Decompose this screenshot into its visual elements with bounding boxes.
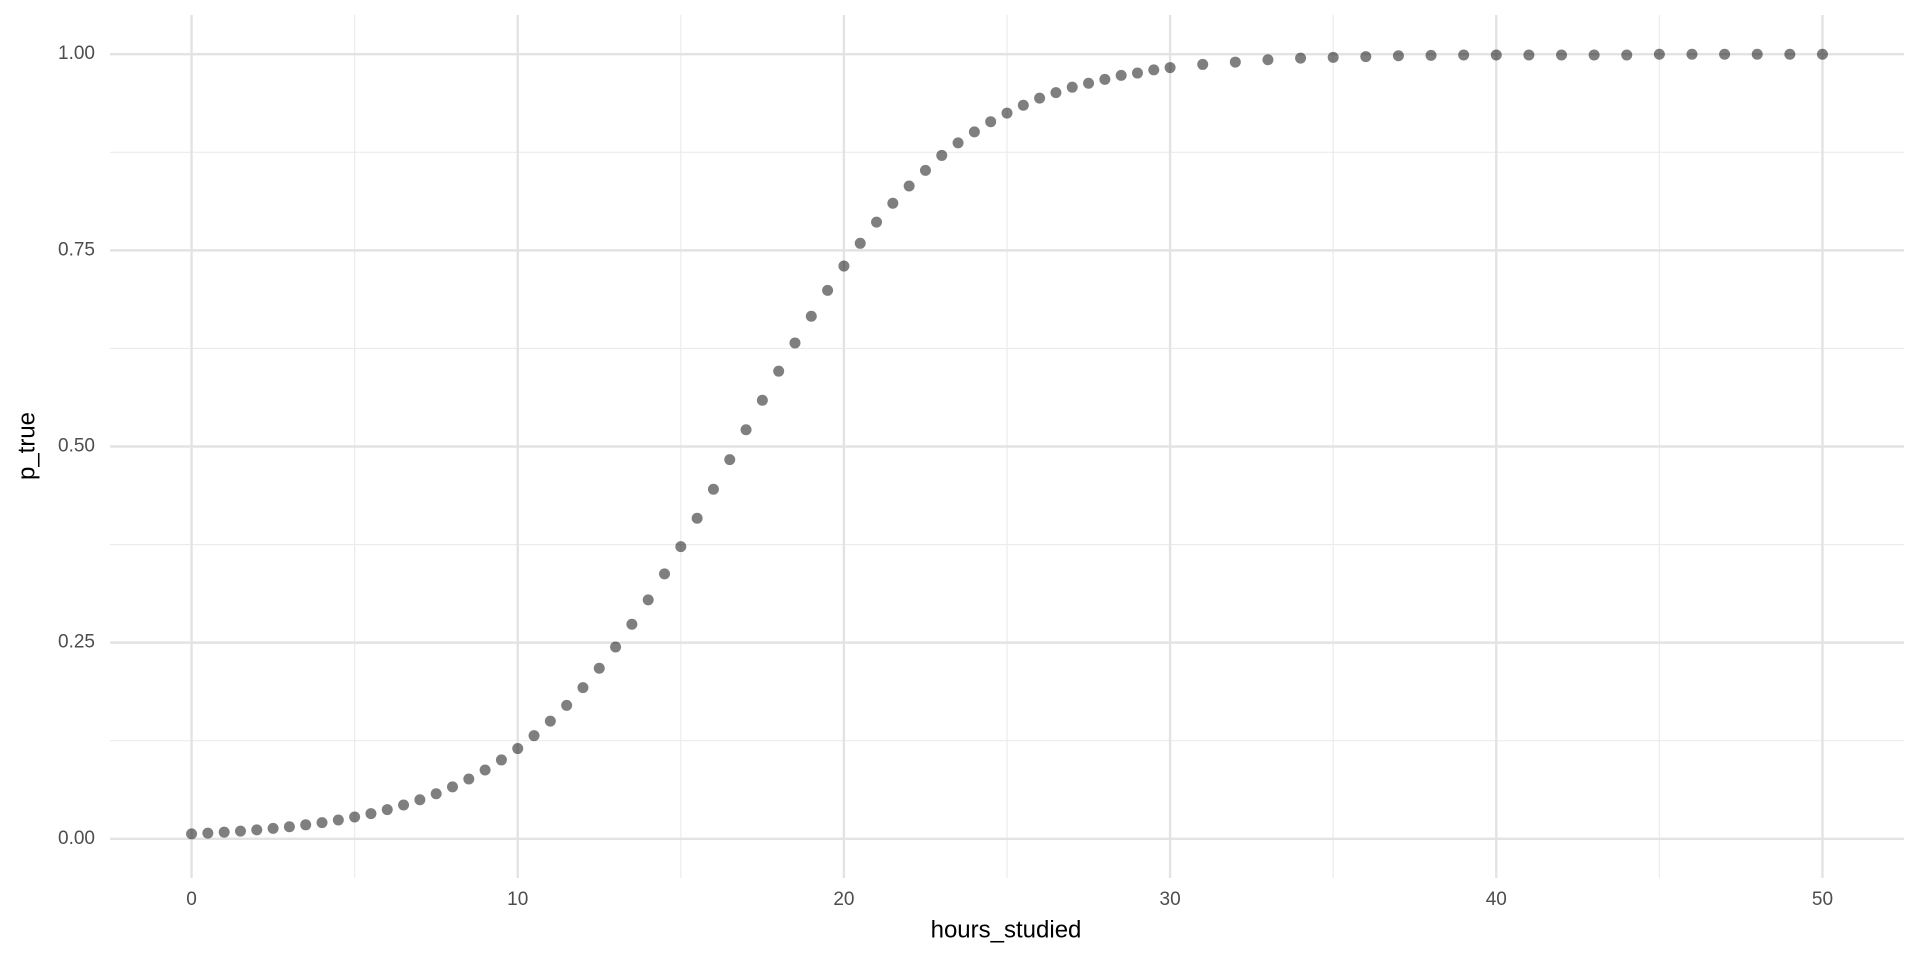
point bbox=[512, 743, 524, 755]
y-axis-title: p_true bbox=[13, 412, 40, 480]
point bbox=[724, 454, 736, 466]
point bbox=[936, 149, 948, 161]
point bbox=[1197, 58, 1209, 70]
x-axis-title: hours_studied bbox=[931, 916, 1082, 943]
point bbox=[1017, 99, 1029, 111]
point bbox=[740, 424, 752, 436]
point bbox=[495, 754, 507, 766]
point bbox=[430, 788, 442, 800]
point bbox=[544, 715, 556, 727]
point bbox=[903, 180, 915, 192]
point bbox=[773, 365, 785, 377]
point bbox=[1556, 49, 1568, 61]
point bbox=[1115, 69, 1127, 81]
point bbox=[952, 137, 964, 149]
y-tick-label: 0.75 bbox=[58, 239, 95, 260]
point bbox=[1784, 48, 1796, 60]
point bbox=[218, 826, 230, 838]
point bbox=[479, 764, 491, 776]
x-tick-label: 50 bbox=[1812, 889, 1833, 910]
point bbox=[593, 662, 605, 674]
point bbox=[1034, 92, 1046, 104]
point bbox=[283, 821, 295, 833]
y-tick-label: 0.00 bbox=[58, 828, 95, 849]
point bbox=[267, 822, 279, 834]
point bbox=[414, 794, 426, 806]
x-tick-label: 10 bbox=[507, 889, 528, 910]
point bbox=[577, 682, 589, 694]
point bbox=[659, 568, 671, 580]
x-tick-label: 0 bbox=[186, 889, 197, 910]
point bbox=[805, 310, 817, 322]
point bbox=[642, 594, 654, 606]
point bbox=[985, 116, 997, 128]
point bbox=[1392, 50, 1404, 62]
point bbox=[1523, 49, 1535, 61]
point bbox=[1621, 49, 1633, 61]
point bbox=[756, 394, 768, 406]
point bbox=[202, 827, 214, 839]
point bbox=[1295, 52, 1307, 64]
point bbox=[838, 260, 850, 272]
point bbox=[398, 799, 410, 811]
point bbox=[1066, 81, 1078, 93]
y-tick-label: 1.00 bbox=[58, 43, 95, 64]
point bbox=[871, 216, 883, 228]
point bbox=[789, 337, 801, 349]
x-tick-label: 30 bbox=[1160, 889, 1181, 910]
point bbox=[251, 824, 263, 836]
point bbox=[919, 164, 931, 176]
point bbox=[1083, 77, 1095, 89]
y-tick-label: 0.50 bbox=[58, 436, 95, 457]
point bbox=[1425, 49, 1437, 61]
point bbox=[1686, 48, 1698, 60]
point bbox=[365, 808, 377, 820]
point bbox=[1001, 107, 1013, 119]
point bbox=[887, 197, 899, 209]
point bbox=[463, 773, 475, 785]
point bbox=[1751, 48, 1763, 60]
point bbox=[300, 819, 312, 831]
y-tick-label: 0.25 bbox=[58, 632, 95, 653]
point bbox=[1490, 49, 1502, 61]
point bbox=[1816, 48, 1828, 60]
point bbox=[1360, 51, 1372, 63]
point bbox=[349, 811, 361, 823]
point bbox=[626, 618, 638, 630]
point bbox=[381, 804, 393, 816]
point bbox=[1148, 64, 1160, 76]
point bbox=[675, 541, 687, 553]
point bbox=[1262, 54, 1274, 66]
point bbox=[1099, 73, 1111, 85]
point bbox=[1458, 49, 1470, 61]
point bbox=[707, 483, 719, 495]
point bbox=[332, 814, 344, 826]
point bbox=[561, 699, 573, 711]
point bbox=[1327, 51, 1339, 63]
point bbox=[691, 512, 703, 524]
point bbox=[822, 284, 834, 296]
point bbox=[528, 730, 540, 742]
point bbox=[968, 126, 980, 138]
point bbox=[1050, 87, 1062, 99]
point bbox=[1229, 56, 1241, 68]
point bbox=[1653, 48, 1665, 60]
point bbox=[234, 825, 246, 837]
point bbox=[1131, 67, 1143, 79]
point bbox=[1588, 49, 1600, 61]
x-tick-label: 20 bbox=[833, 889, 854, 910]
point bbox=[446, 781, 458, 793]
point bbox=[186, 828, 198, 840]
x-tick-label: 40 bbox=[1486, 889, 1507, 910]
point bbox=[610, 641, 622, 653]
point bbox=[316, 817, 328, 829]
point bbox=[854, 237, 866, 249]
point bbox=[1719, 48, 1731, 60]
point bbox=[1164, 62, 1176, 74]
